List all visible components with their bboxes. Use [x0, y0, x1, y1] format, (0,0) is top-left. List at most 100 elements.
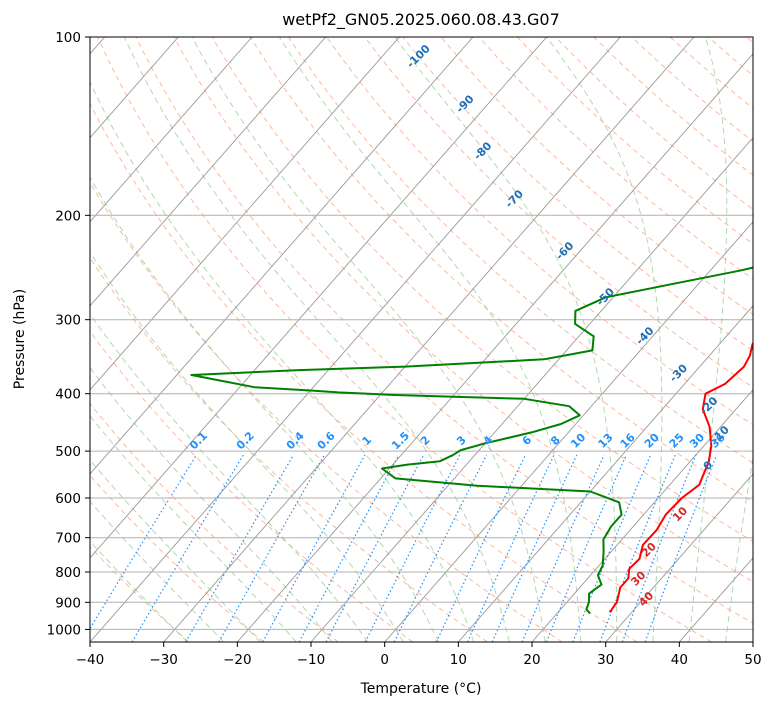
isotherm-line: [90, 37, 621, 642]
mixing-ratio-label: 1: [360, 433, 375, 448]
dry-adiabat-line: [90, 257, 488, 642]
mixing-ratio-line: [262, 454, 366, 642]
mixing-ratio-label: 20: [642, 430, 662, 450]
moist-adiabat-line: [90, 459, 261, 642]
dry-adiabat-line: [211, 37, 753, 542]
moist-adiabat-line: [394, 37, 618, 642]
y-tick-label: 800: [55, 565, 81, 581]
x-tick-label: 20: [523, 652, 540, 668]
mixing-ratio-label: 1.5: [389, 429, 412, 452]
y-tick-label: 700: [55, 531, 81, 547]
dry-adiabat-line: [669, 37, 753, 109]
temperature-line: [608, 341, 753, 613]
moist-adiabat-line: [546, 37, 663, 642]
plot-frame: [89, 36, 754, 643]
isotherm-line: [163, 37, 695, 642]
dry-adiabat-line: [745, 37, 753, 44]
mixing-ratio-label: 13: [596, 431, 616, 451]
moist-adiabat-line: [688, 37, 728, 642]
y-axis-label: Pressure (hPa): [12, 289, 28, 389]
y-tick-label: 300: [55, 313, 81, 329]
background-lines: [90, 37, 753, 642]
mixing-ratio-line: [393, 454, 488, 642]
mixing-ratio-label: 8: [548, 433, 563, 448]
x-tick-label: 50: [744, 652, 761, 668]
dry-adiabat-line: [707, 37, 753, 76]
x-tick-label: −40: [76, 652, 105, 668]
y-tick-label: 400: [55, 387, 81, 403]
x-tick-label: −10: [297, 652, 326, 668]
chart-title: wetPf2_GN05.2025.060.08.43.G07: [282, 10, 560, 30]
mixing-ratio-label: 0.2: [234, 429, 257, 452]
isotherm-line: [90, 37, 253, 223]
mixing-ratio-label: 10: [568, 430, 588, 450]
dry-adiabat-line: [631, 37, 753, 143]
dry-adiabat-line: [592, 37, 753, 176]
dewpoint-line: [190, 266, 753, 615]
y-tick-label: 500: [55, 444, 81, 460]
mixing-ratio-label: 0.1: [187, 429, 210, 452]
x-tick-label: 10: [450, 652, 467, 668]
isotherm-line: [605, 473, 753, 642]
y-tick-label: 1000: [47, 622, 81, 638]
moist-adiabat-line: [90, 81, 475, 642]
isotherm-line: [531, 389, 753, 642]
dry-adiabat-line: [402, 37, 753, 352]
moist-adiabat-label: 30: [628, 568, 648, 588]
isotherm-line: [752, 641, 753, 642]
mixing-ratio-line: [545, 454, 627, 642]
isotherm-line: [384, 221, 753, 642]
dry-adiabat-line: [135, 37, 753, 624]
mixing-ratio-label: 0.6: [315, 429, 338, 452]
moist-adiabat-line: [90, 313, 369, 642]
mixing-ratio-line: [218, 454, 325, 642]
y-tick-label: 600: [55, 491, 81, 507]
mixing-ratio-line: [325, 454, 425, 642]
isotherm-line: [457, 305, 753, 642]
moist-adiabat-line: [278, 37, 582, 642]
moist-adiabat-line: [90, 176, 439, 642]
mixing-ratio-line: [185, 454, 295, 642]
x-tick-label: −30: [149, 652, 178, 668]
dry-adiabat-label: -70: [503, 187, 526, 210]
dry-adiabat-line: [90, 181, 563, 642]
dry-adiabat-label: -50: [594, 285, 617, 308]
mixing-ratio-line: [644, 454, 718, 642]
x-axis-label: Temperature (°C): [360, 681, 482, 697]
x-tick-label: 40: [671, 652, 688, 668]
dry-adiabat-label: -40: [633, 324, 656, 347]
dry-adiabat-line: [97, 37, 712, 642]
moist-adiabat-line: [725, 454, 753, 642]
mixing-ratio-line: [364, 454, 461, 642]
dry-adiabat-line: [173, 37, 753, 583]
moist-adiabat-line: [90, 366, 333, 642]
mixing-ratio-line: [90, 454, 198, 630]
dry-adiabat-line: [90, 402, 339, 642]
mixing-ratio-line: [131, 454, 244, 642]
pressure-grid: [90, 36, 753, 630]
mixing-ratio-line: [435, 454, 527, 642]
dry-adiabat-line: [90, 102, 638, 642]
mixing-ratio-label: 0.4: [284, 429, 307, 452]
mixing-ratio-label: 2: [418, 433, 433, 448]
isotherm-line: [310, 137, 753, 642]
y-tick-label: 900: [55, 595, 81, 611]
dry-adiabat-line: [90, 330, 414, 642]
dry-adiabat-line: [364, 37, 753, 388]
mixing-ratio-label: 30: [687, 430, 707, 450]
isotherm-line: [90, 37, 474, 475]
moist-adiabat-label: 40: [636, 589, 656, 609]
isotherm-line: [90, 37, 327, 307]
y-tick-label: 200: [55, 208, 81, 224]
mixing-ratio-line: [572, 454, 652, 642]
moist-adiabat-line: [191, 37, 546, 642]
mixing-ratio-label: 25: [667, 431, 687, 451]
mixing-ratio-line: [298, 454, 400, 642]
profile-lines: [190, 266, 753, 615]
dry-adiabat-label: -20: [697, 394, 720, 417]
dry-adiabat-line: [287, 37, 753, 464]
dry-adiabat-label: -90: [453, 92, 476, 115]
moist-adiabat-line: [90, 540, 188, 642]
moist-adiabat-line: [90, 500, 225, 642]
